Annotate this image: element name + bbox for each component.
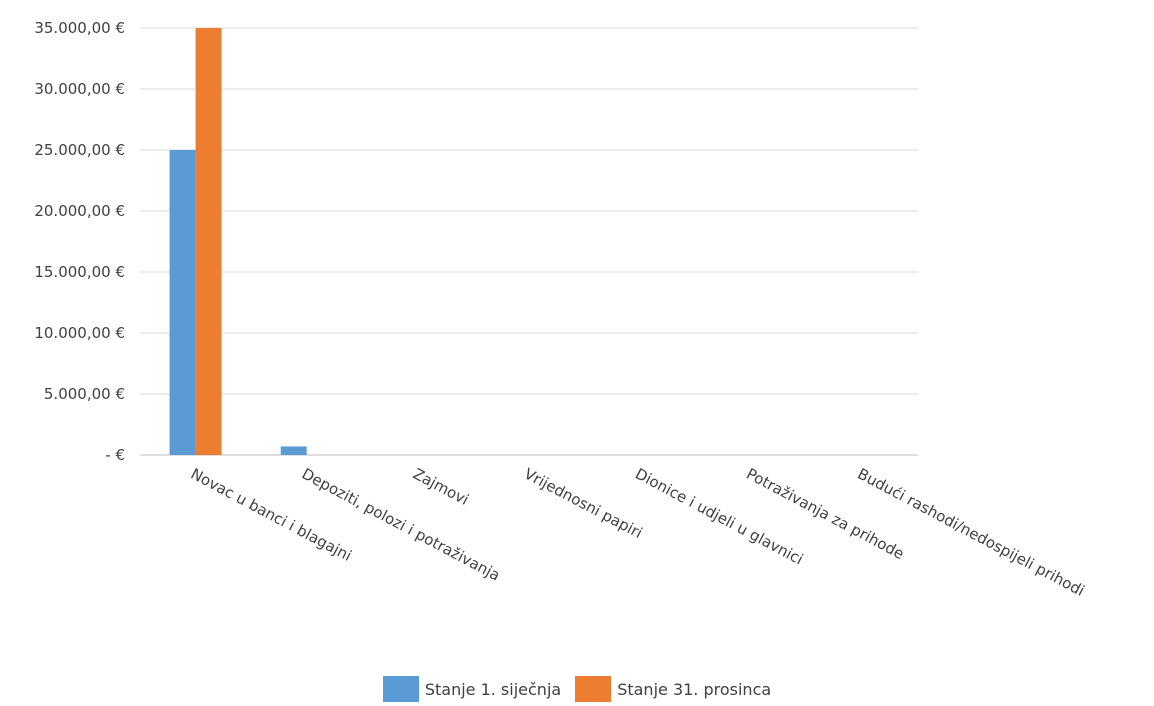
- legend-swatch-series-2: [575, 676, 612, 702]
- y-tick-label: 15.000,00 €: [34, 263, 125, 281]
- x-category-label: Vrijednosni papiri: [521, 465, 645, 542]
- y-tick-label: 30.000,00 €: [34, 80, 125, 98]
- bar-chart: - € 5.000,00 € 10.000,00 € 15.000,00 € 20.00…: [34, 19, 1088, 600]
- x-category-label: Budući rashodi/nedospijeli prihodi: [855, 465, 1088, 600]
- y-tick-label: 5.000,00 €: [44, 385, 125, 403]
- y-tick-label: 25.000,00 €: [34, 141, 125, 159]
- bars: [169, 28, 307, 455]
- legend-item-series-1: Stanje 1. siječnja: [382, 676, 562, 702]
- legend-item-series-2: Stanje 31. prosinca: [575, 676, 771, 702]
- bar-series-1-category-1: [169, 150, 196, 455]
- chart-legend: Stanje 1. siječnja Stanje 31. prosinca: [0, 676, 1154, 702]
- grid-lines: [140, 27, 918, 456]
- y-tick-label: 10.000,00 €: [34, 324, 125, 342]
- y-tick-label: - €: [105, 446, 125, 464]
- x-category-label: Zajmovi: [410, 465, 472, 509]
- bar-series-2-category-1: [195, 28, 222, 455]
- x-category-label: Depoziti, polozi i potraživanja: [299, 465, 503, 585]
- legend-swatch-series-1: [382, 676, 419, 702]
- y-tick-label: 35.000,00 €: [34, 19, 125, 37]
- y-tick-label: 20.000,00 €: [34, 202, 125, 220]
- legend-label-series-1: Stanje 1. siječnja: [424, 679, 562, 699]
- legend-label-series-2: Stanje 31. prosinca: [617, 679, 772, 699]
- y-axis-tick-labels: - € 5.000,00 € 10.000,00 € 15.000,00 € 20.00…: [34, 19, 125, 464]
- bar-series-1-category-2: [280, 446, 307, 455]
